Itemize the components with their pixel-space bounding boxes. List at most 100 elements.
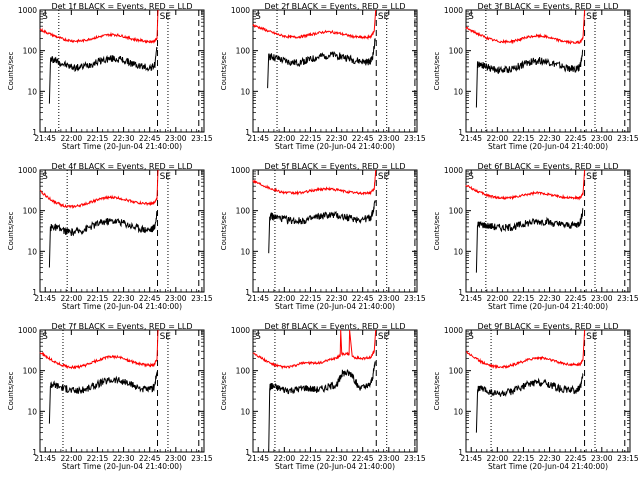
annotation-label: S	[468, 332, 474, 342]
x-axis-label: Start Time (20-Jun-04 21:40:00)	[275, 462, 395, 471]
y-tick-label: 100	[23, 207, 38, 216]
y-tick-label: 10	[27, 247, 37, 256]
y-axis-label: Counts/sec	[433, 52, 441, 91]
chart-title: Det 9f BLACK = Events, RED = LLD	[477, 322, 618, 331]
x-tick-label: 22:45	[352, 134, 374, 143]
x-tick-label: 22:30	[539, 134, 561, 143]
series-line-events	[475, 372, 584, 433]
annotation-label: S	[468, 172, 474, 182]
y-tick-label: 10	[453, 247, 463, 256]
x-tick-label: 22:15	[87, 454, 109, 463]
series-line-events	[268, 200, 376, 254]
chart-panel-9: Det 9f BLACK = Events, RED = LLD 1 10 100 10…	[433, 322, 639, 471]
y-axis-label: Counts/sec	[433, 212, 441, 251]
x-axis-label: Start Time (20-Jun-04 21:40:00)	[62, 302, 182, 311]
plot-frame	[252, 329, 418, 453]
x-tick-label: 23:00	[165, 134, 187, 143]
x-tick-label: 22:30	[113, 294, 135, 303]
plot-frame	[465, 329, 631, 453]
y-tick-label: 1000	[231, 166, 250, 175]
y-tick-label: 100	[236, 47, 251, 56]
y-tick-label: 1	[458, 288, 463, 297]
annotation-label: S	[468, 12, 474, 22]
annotation-label: S	[42, 332, 48, 342]
series-line-lld	[465, 9, 586, 45]
x-tick-label: 22:30	[326, 454, 348, 463]
series-line-events	[267, 38, 376, 89]
y-tick-label: 100	[23, 367, 38, 376]
y-tick-label: 10	[453, 87, 463, 96]
annotation-label: SE	[586, 172, 598, 182]
plot-frame	[39, 329, 205, 453]
chart-panel-5: Det 5f BLACK = Events, RED = LLD 1 10 100 10…	[220, 162, 426, 311]
chart-title: Det 6f BLACK = Events, RED = LLD	[477, 162, 618, 171]
x-tick-label: 22:45	[139, 454, 161, 463]
series-line-lld	[39, 9, 159, 44]
x-tick-label: 22:45	[139, 294, 161, 303]
series-line-events	[268, 361, 376, 453]
x-tick-label: 22:15	[300, 134, 322, 143]
x-axis-label: Start Time (20-Jun-04 21:40:00)	[488, 302, 608, 311]
annotation-label: S	[255, 12, 261, 22]
x-tick-label: 21:45	[34, 294, 56, 303]
x-axis-label: Start Time (20-Jun-04 21:40:00)	[62, 142, 182, 151]
x-tick-label: 22:45	[565, 454, 587, 463]
x-tick-label: 23:15	[617, 454, 639, 463]
chart-title: Det 5f BLACK = Events, RED = LLD	[264, 162, 405, 171]
x-tick-label: 23:00	[378, 134, 400, 143]
x-tick-label: 22:30	[539, 294, 561, 303]
y-axis-label: Counts/sec	[433, 372, 441, 411]
x-tick-label: 23:15	[191, 134, 213, 143]
chart-panel-7: Det 7f BLACK = Events, RED = LLD 1 10 100 10…	[7, 322, 213, 471]
x-tick-label: 21:45	[34, 454, 56, 463]
x-tick-label: 23:00	[378, 294, 400, 303]
annotation-label: SE	[160, 12, 172, 22]
chart-title: Det 2f BLACK = Events, RED = LLD	[264, 2, 405, 11]
series-line-lld	[39, 329, 159, 370]
plot-frame	[39, 169, 205, 293]
chart-title: Det 7f BLACK = Events, RED = LLD	[51, 322, 192, 331]
x-tick-label: 22:00	[61, 134, 83, 143]
series-line-lld	[252, 329, 377, 370]
y-tick-label: 100	[449, 207, 464, 216]
x-tick-label: 21:45	[34, 134, 56, 143]
chart-panel-6: Det 6f BLACK = Events, RED = LLD 1 10 100 10…	[433, 162, 639, 311]
x-tick-label: 22:15	[513, 134, 535, 143]
y-tick-label: 1000	[231, 6, 250, 15]
y-tick-label: 1	[245, 448, 250, 457]
y-tick-label: 1	[32, 448, 37, 457]
x-tick-label: 22:15	[87, 294, 109, 303]
x-tick-label: 22:00	[487, 454, 509, 463]
y-axis-label: Counts/sec	[220, 372, 228, 411]
x-tick-label: 22:45	[352, 454, 374, 463]
annotation-label: S	[255, 332, 261, 342]
x-tick-label: 21:45	[247, 134, 269, 143]
x-tick-label: 23:15	[404, 134, 426, 143]
x-tick-label: 21:45	[460, 454, 482, 463]
x-tick-label: 23:15	[617, 294, 639, 303]
x-tick-label: 22:30	[539, 454, 561, 463]
x-tick-label: 22:30	[113, 454, 135, 463]
annotation-label: SE	[378, 172, 390, 182]
x-tick-label: 23:15	[191, 294, 213, 303]
x-tick-label: 21:45	[460, 134, 482, 143]
y-tick-label: 1	[245, 128, 250, 137]
chart-title: Det 3f BLACK = Events, RED = LLD	[477, 2, 618, 11]
y-tick-label: 1000	[231, 326, 250, 335]
y-axis-label: Counts/sec	[7, 212, 15, 251]
chart-panel-3: Det 3f BLACK = Events, RED = LLD 1 10 100 10…	[433, 2, 639, 151]
chart-title: Det 1f BLACK = Events, RED = LLD	[51, 2, 192, 11]
plot-frame	[39, 9, 205, 133]
series-line-events	[48, 46, 158, 104]
annotation-label: SE	[378, 12, 390, 22]
series-line-events	[475, 207, 584, 273]
x-tick-label: 22:00	[487, 294, 509, 303]
x-tick-label: 23:15	[404, 454, 426, 463]
x-tick-label: 23:00	[165, 454, 187, 463]
y-tick-label: 1000	[444, 166, 463, 175]
series-line-lld	[465, 329, 586, 370]
y-tick-label: 1000	[18, 326, 37, 335]
series-line-lld	[252, 169, 377, 196]
